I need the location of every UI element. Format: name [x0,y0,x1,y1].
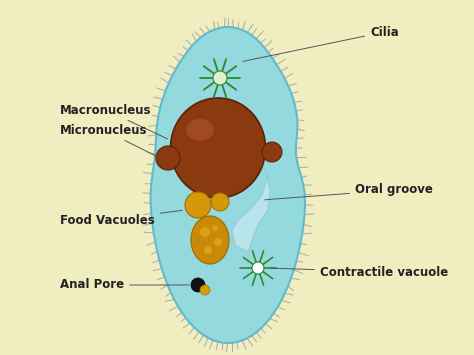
Circle shape [211,193,229,211]
Text: Contractile vacuole: Contractile vacuole [271,266,448,279]
Circle shape [262,142,282,162]
Circle shape [213,71,227,85]
Ellipse shape [171,98,265,198]
Text: Macronucleus: Macronucleus [60,104,167,139]
Text: Cilia: Cilia [243,26,399,61]
Text: Food Vacuoles: Food Vacuoles [60,211,182,226]
Text: Anal Pore: Anal Pore [60,279,189,291]
Circle shape [191,278,205,292]
Circle shape [156,146,180,170]
Text: Oral groove: Oral groove [265,184,433,200]
Polygon shape [151,27,305,343]
Circle shape [200,285,210,295]
Circle shape [204,246,212,254]
Text: Micronucleus: Micronucleus [60,124,157,157]
Ellipse shape [191,216,229,264]
Circle shape [185,192,211,218]
Circle shape [200,227,210,237]
Circle shape [252,262,264,274]
Circle shape [214,238,222,246]
Circle shape [212,225,218,231]
Polygon shape [232,160,270,252]
Ellipse shape [186,119,214,141]
